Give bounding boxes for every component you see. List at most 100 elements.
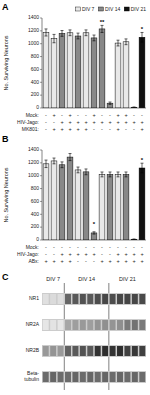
bar — [115, 43, 121, 108]
y-tick — [40, 56, 42, 57]
condition-value: - — [109, 112, 111, 118]
condition-value: - — [133, 244, 135, 250]
condition-value: - — [45, 244, 47, 250]
band — [43, 320, 49, 330]
error-bar — [141, 163, 144, 173]
condition-value: + — [60, 126, 63, 132]
condition-value: + — [140, 119, 143, 125]
error-cap — [69, 29, 72, 30]
y-tick — [40, 214, 42, 215]
condition-value: + — [100, 258, 103, 264]
group-label: DIV 21 — [119, 276, 136, 282]
error-cap — [93, 231, 96, 232]
condition-value: + — [68, 126, 71, 132]
y-tick — [40, 240, 42, 241]
condition-value: + — [108, 258, 111, 264]
error-line — [142, 163, 143, 173]
condition-value: + — [140, 126, 143, 132]
condition-label: MK801: — [22, 126, 39, 132]
error-cap — [93, 40, 96, 41]
bar — [51, 161, 57, 240]
y-tick — [40, 175, 42, 176]
error-cap — [133, 106, 136, 107]
condition-value: + — [92, 251, 95, 257]
error-cap — [61, 167, 64, 168]
band — [65, 372, 71, 382]
condition-value: + — [84, 251, 87, 257]
band — [102, 346, 108, 356]
condition-value: - — [101, 112, 103, 118]
condition-value: - — [133, 126, 135, 132]
condition-value: + — [76, 126, 79, 132]
error-cap — [77, 172, 80, 173]
y-tick-label: 1200 — [28, 27, 39, 33]
condition-value: + — [140, 251, 143, 257]
band — [58, 372, 64, 382]
error-cap — [141, 42, 144, 43]
y-tick — [40, 18, 42, 19]
condition-value: + — [52, 126, 55, 132]
y-tick-label: 1400 — [28, 14, 39, 20]
y-tick — [40, 162, 42, 163]
error-cap — [141, 172, 144, 173]
condition-value: + — [116, 112, 119, 118]
error-line — [118, 40, 119, 46]
bar — [75, 36, 81, 108]
error-line — [142, 32, 143, 42]
bar — [139, 37, 145, 108]
error-line — [102, 172, 103, 177]
panel-label: A — [2, 2, 9, 12]
annotation: * — [93, 221, 96, 227]
condition-value: - — [77, 258, 79, 264]
error-bar — [109, 102, 112, 104]
error-line — [118, 172, 119, 177]
row-label: NR1 — [29, 295, 39, 301]
error-cap — [101, 176, 104, 177]
error-line — [46, 29, 47, 36]
condition-value: + — [76, 251, 79, 257]
error-cap — [53, 158, 56, 159]
bar — [83, 33, 89, 108]
error-cap — [45, 167, 48, 168]
condition-value: - — [141, 244, 143, 250]
error-line — [54, 34, 55, 42]
blot-strip — [42, 371, 146, 383]
condition-value: + — [132, 119, 135, 125]
band — [139, 372, 145, 382]
bar — [51, 39, 57, 108]
error-cap — [69, 153, 72, 154]
band — [110, 320, 116, 330]
bar — [43, 164, 49, 240]
condition-value: - — [125, 126, 127, 132]
bar — [75, 170, 81, 240]
condition-value: - — [109, 126, 111, 132]
band — [65, 346, 71, 356]
condition-value: - — [93, 126, 95, 132]
band — [117, 294, 123, 304]
bar — [91, 233, 97, 240]
y-tick — [40, 188, 42, 189]
condition-value: + — [68, 251, 71, 257]
condition-value: + — [124, 119, 127, 125]
error-line — [78, 33, 79, 39]
condition-value: - — [85, 258, 87, 264]
row-label: NR2B — [26, 347, 40, 353]
condition-value: + — [100, 119, 103, 125]
band — [80, 294, 86, 304]
legend-swatch — [124, 7, 129, 11]
condition-value: - — [101, 126, 103, 132]
error-cap — [61, 161, 64, 162]
error-cap — [93, 35, 96, 36]
error-cap — [109, 102, 112, 103]
band — [43, 346, 49, 356]
error-bar — [45, 29, 48, 36]
error-cap — [133, 238, 136, 239]
error-bar — [93, 232, 96, 234]
condition-label: Mock: — [26, 112, 39, 118]
y-tick-label: 1000 — [28, 40, 39, 46]
condition-value: + — [60, 119, 63, 125]
band — [80, 320, 86, 330]
y-tick — [40, 30, 42, 31]
y-tick-label: 1000 — [28, 172, 39, 178]
error-cap — [125, 171, 128, 172]
